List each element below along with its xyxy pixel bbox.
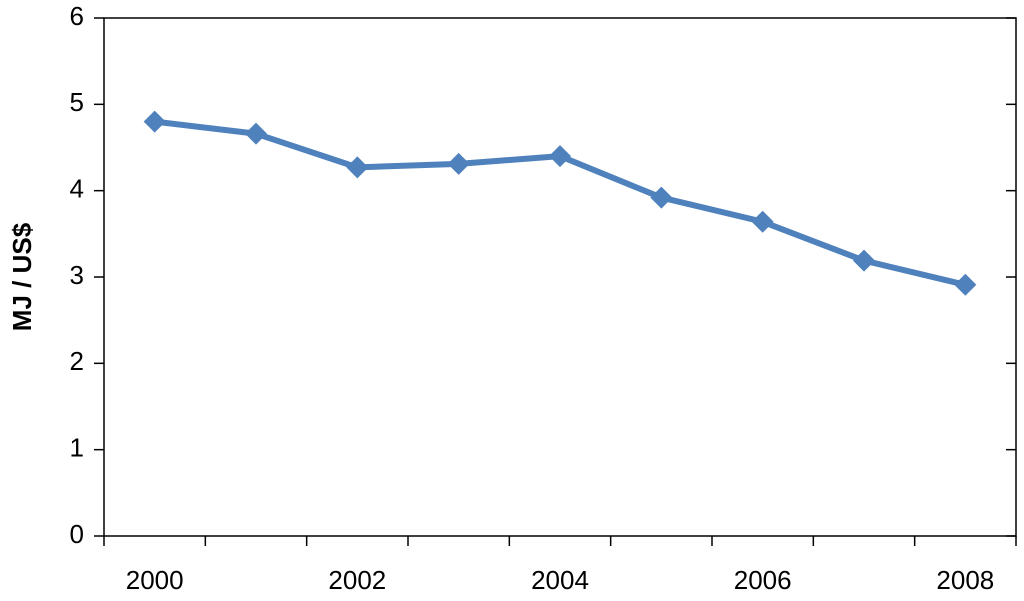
marker [650,186,673,209]
marker [549,145,571,168]
marker [346,156,369,179]
marker [751,210,774,233]
x-tick-label: 2004 [531,565,589,595]
plot-frame [103,17,1017,537]
x-tick-label: 2006 [734,565,792,595]
y-tick-label: 2 [70,346,84,376]
y-tick-label: 5 [70,87,84,117]
x-tick-label: 2002 [328,565,386,595]
marker [853,249,875,272]
x-tick-label: 2008 [936,565,994,595]
marker [245,122,267,145]
y-tick-label: 4 [70,174,84,204]
x-tick-label: 2000 [126,565,184,595]
y-tick-label: 3 [70,260,84,290]
y-tick-label: 0 [70,519,84,549]
marker [954,273,977,296]
y-tick-label: 1 [70,433,84,463]
marker [447,152,470,175]
marker [143,110,166,133]
y-axis-label: MJ / US$ [7,222,37,331]
y-tick-label: 6 [70,1,84,31]
